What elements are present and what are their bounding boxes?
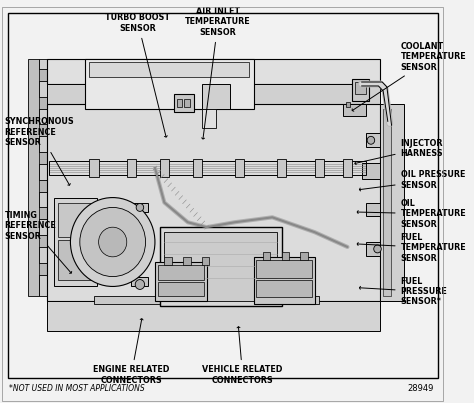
Text: FUEL
TEMPERATURE
SENSOR: FUEL TEMPERATURE SENSOR	[357, 233, 466, 263]
Bar	[127, 159, 136, 177]
Circle shape	[136, 204, 144, 212]
Bar	[343, 104, 366, 116]
Bar	[55, 197, 97, 287]
Bar	[94, 296, 319, 304]
Circle shape	[135, 280, 145, 289]
Text: 28949: 28949	[408, 384, 434, 393]
Bar	[39, 125, 47, 136]
Bar	[39, 263, 47, 274]
Bar	[263, 252, 271, 260]
Bar	[346, 102, 350, 107]
Bar	[256, 280, 312, 297]
Bar	[254, 257, 315, 304]
Circle shape	[71, 197, 155, 287]
Text: *NOT USED IN MOST APPLICATIONS: *NOT USED IN MOST APPLICATIONS	[9, 384, 145, 393]
Bar	[47, 84, 380, 104]
Circle shape	[99, 227, 127, 257]
Bar	[202, 84, 230, 109]
Circle shape	[374, 245, 381, 253]
Bar	[256, 260, 312, 278]
Bar	[301, 252, 308, 260]
Bar	[383, 109, 391, 296]
Bar	[39, 152, 47, 164]
Text: TURBO BOOST
SENSOR: TURBO BOOST SENSOR	[106, 13, 171, 137]
Bar	[355, 82, 366, 94]
Bar	[343, 159, 352, 177]
Bar	[160, 159, 169, 177]
Bar	[202, 257, 210, 265]
Bar	[366, 202, 385, 216]
Bar	[131, 202, 148, 212]
Bar	[380, 104, 404, 301]
Bar	[362, 163, 382, 179]
Text: AIR INLET
TEMPERATURE
SENSOR: AIR INLET TEMPERATURE SENSOR	[185, 7, 251, 139]
Bar	[352, 79, 369, 101]
Bar	[315, 159, 324, 177]
Bar	[84, 59, 254, 109]
Bar	[39, 59, 47, 296]
Bar	[39, 69, 47, 81]
Text: SYNCHRONOUS
REFERENCE
SENSOR: SYNCHRONOUS REFERENCE SENSOR	[4, 117, 74, 185]
Circle shape	[80, 208, 146, 276]
Bar	[39, 97, 47, 109]
Bar	[39, 180, 47, 192]
Text: TIMING
REFERENCE
SENSOR: TIMING REFERENCE SENSOR	[4, 211, 72, 273]
Bar	[158, 265, 204, 280]
Bar	[89, 159, 99, 177]
Text: COOLANT
TEMPERATURE
SENSOR: COOLANT TEMPERATURE SENSOR	[352, 42, 466, 111]
Bar	[174, 94, 194, 112]
Text: OIL PRESSURE
SENSOR: OIL PRESSURE SENSOR	[359, 170, 465, 191]
Bar	[366, 133, 385, 147]
Bar	[277, 159, 286, 177]
Text: ENGINE RELATED
CONNECTORS: ENGINE RELATED CONNECTORS	[93, 319, 170, 384]
Text: INJECTOR
HARNESS: INJECTOR HARNESS	[355, 139, 443, 165]
Text: VEHICLE RELATED
CONNECTORS: VEHICLE RELATED CONNECTORS	[202, 327, 283, 384]
Bar	[164, 232, 277, 301]
Bar	[39, 235, 47, 247]
Bar	[47, 301, 380, 331]
Bar	[235, 159, 244, 177]
Bar	[202, 109, 216, 129]
Bar	[58, 240, 93, 280]
Bar	[49, 161, 366, 175]
Bar	[47, 104, 380, 301]
Text: FUEL
PRESSURE
SENSOR*: FUEL PRESSURE SENSOR*	[359, 276, 447, 306]
Bar	[160, 227, 282, 306]
Bar	[47, 59, 380, 84]
Bar	[28, 59, 39, 296]
Bar	[131, 276, 148, 287]
Bar	[58, 202, 93, 237]
Bar	[158, 282, 204, 296]
Bar	[176, 99, 182, 107]
Bar	[184, 99, 190, 107]
Bar	[366, 242, 385, 256]
Circle shape	[367, 136, 374, 144]
Bar	[155, 262, 207, 301]
Bar	[89, 62, 249, 77]
Bar	[282, 252, 289, 260]
Bar	[192, 159, 202, 177]
Bar	[164, 257, 172, 265]
Bar	[39, 208, 47, 219]
Text: OIL
TEMPERATURE
SENSOR: OIL TEMPERATURE SENSOR	[357, 199, 466, 229]
Bar	[183, 257, 191, 265]
